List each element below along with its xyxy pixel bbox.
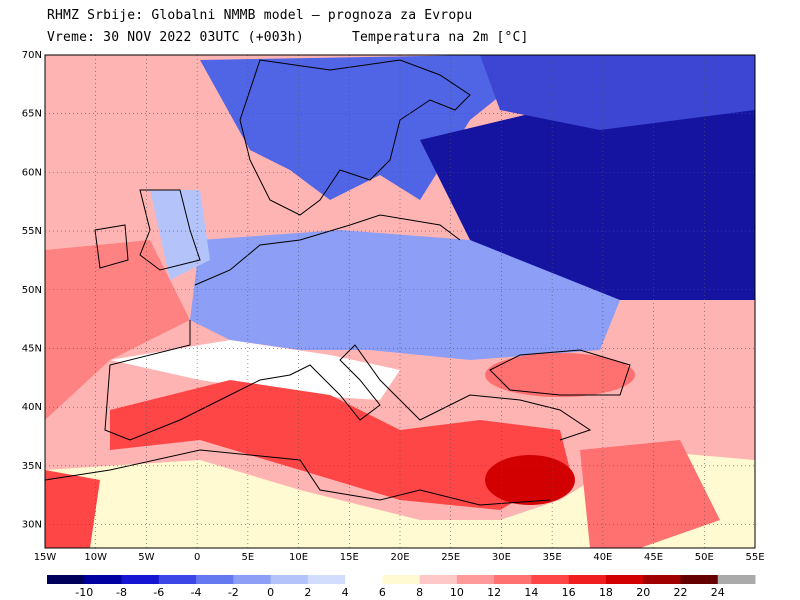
colorbar-label: 8	[416, 586, 424, 599]
colorbar-label: 18	[598, 586, 613, 599]
cool-central-europe	[190, 230, 620, 360]
lon-tick-label: 25E	[441, 552, 460, 563]
britain-coast	[139, 189, 201, 271]
lon-tick-label: 5E	[242, 552, 255, 563]
lon-tick-label: 15E	[340, 552, 359, 563]
colorbar-segment	[568, 575, 607, 584]
colorbar-label: 14	[524, 586, 539, 599]
colorbar-segment	[643, 575, 681, 584]
colorbar-segment	[382, 575, 421, 584]
cold-north-russia	[480, 55, 755, 130]
lon-tick-label: 10W	[84, 552, 107, 563]
chart-title: RHMZ Srbije: Globalni NMMB model — progn…	[47, 8, 473, 23]
colorbar-label: -10	[75, 586, 94, 599]
colorbar-segment	[345, 575, 383, 584]
lon-tick-label: 15W	[34, 552, 57, 563]
colorbar-segment	[456, 575, 495, 584]
lat-tick-label: 35N	[22, 461, 42, 472]
lon-tick-label: 10E	[289, 552, 308, 563]
black-sea-coast	[489, 349, 631, 396]
colorbar-segment	[233, 575, 272, 584]
lon-tick-label: 50E	[695, 552, 714, 563]
lat-tick-label: 65N	[22, 109, 42, 120]
warm-arabia	[580, 440, 720, 548]
lat-tick-label: 30N	[22, 520, 42, 531]
warm-atlantic	[45, 240, 190, 420]
colorbar-segment	[121, 575, 160, 584]
colorbar-segment	[47, 575, 85, 584]
colorbar-label: 24	[710, 586, 725, 599]
lat-tick-label: 55N	[22, 226, 42, 237]
latitude-labels: 30N 35N 40N 45N 50N 55N 60N 65N 70N	[22, 50, 42, 531]
colorbar-label: -2	[227, 586, 239, 599]
colorbar-segment	[196, 575, 234, 584]
colorbar-label: 4	[341, 586, 349, 599]
map-frame	[44, 54, 756, 549]
field-name: Temperatura na 2m [°C]	[352, 30, 529, 45]
colorbar-segment	[270, 575, 309, 584]
cool-british-isles	[150, 190, 210, 280]
lon-tick-label: 55E	[745, 552, 764, 563]
africa-coast	[45, 449, 551, 506]
scandinavia-coast	[239, 59, 471, 216]
colorbar-segment	[680, 575, 719, 584]
warm-sw-corner	[45, 470, 100, 548]
warm-mediterranean	[110, 380, 570, 510]
colorbar-label: 2	[304, 586, 312, 599]
colorbar-label: -4	[190, 586, 202, 599]
lon-tick-label: 35E	[543, 552, 562, 563]
warm-black-sea	[485, 353, 635, 397]
colorbar-segment	[531, 575, 570, 584]
colorbar-segment	[605, 575, 644, 584]
lat-tick-label: 40N	[22, 402, 42, 413]
lon-tick-label: 40E	[593, 552, 612, 563]
lon-tick-label: 20E	[390, 552, 409, 563]
colorbar-label: 10	[449, 586, 464, 599]
colorbar-segment	[158, 575, 197, 584]
lon-tick-label: 0	[194, 552, 200, 563]
lat-tick-label: 60N	[22, 167, 42, 178]
colorbar-label: 6	[378, 586, 386, 599]
lon-tick-label: 5W	[138, 552, 154, 563]
colorbar-segment	[84, 575, 123, 584]
forecast-time: Vreme: 30 NOV 2022 03UTC (+003h)	[47, 30, 304, 45]
colorbar-segment	[717, 575, 756, 584]
lat-tick-label: 70N	[22, 50, 42, 61]
lat-tick-label: 50N	[22, 285, 42, 296]
coastlines	[45, 59, 631, 506]
hot-east-med	[485, 455, 575, 505]
colorbar-label: 0	[267, 586, 275, 599]
north-africa	[45, 450, 755, 548]
colorbar	[47, 575, 756, 584]
colorbar-label: -6	[153, 586, 165, 599]
lon-tick-label: 45E	[644, 552, 663, 563]
temperature-field	[45, 55, 755, 548]
longitude-labels: 15W 10W 5W 0 5E 10E 15E 20E 25E 30E 35E 40E 45E 50E 55…	[34, 552, 765, 563]
lat-tick-label: 45N	[22, 343, 42, 354]
ireland-coast	[94, 224, 129, 269]
colorbar-label: 20	[636, 586, 651, 599]
north-coast	[194, 214, 461, 286]
colorbar-label: 12	[487, 586, 502, 599]
colorbar-segment	[494, 575, 532, 584]
colorbar-label: 16	[561, 586, 576, 599]
colorbar-segment	[419, 575, 458, 584]
colorbar-label: -8	[116, 586, 127, 599]
south-coast	[104, 320, 592, 441]
lon-tick-label: 30E	[492, 552, 511, 563]
neutral-band	[110, 340, 400, 400]
colorbar-segment	[307, 575, 346, 584]
colorbar-label: 22	[673, 586, 688, 599]
